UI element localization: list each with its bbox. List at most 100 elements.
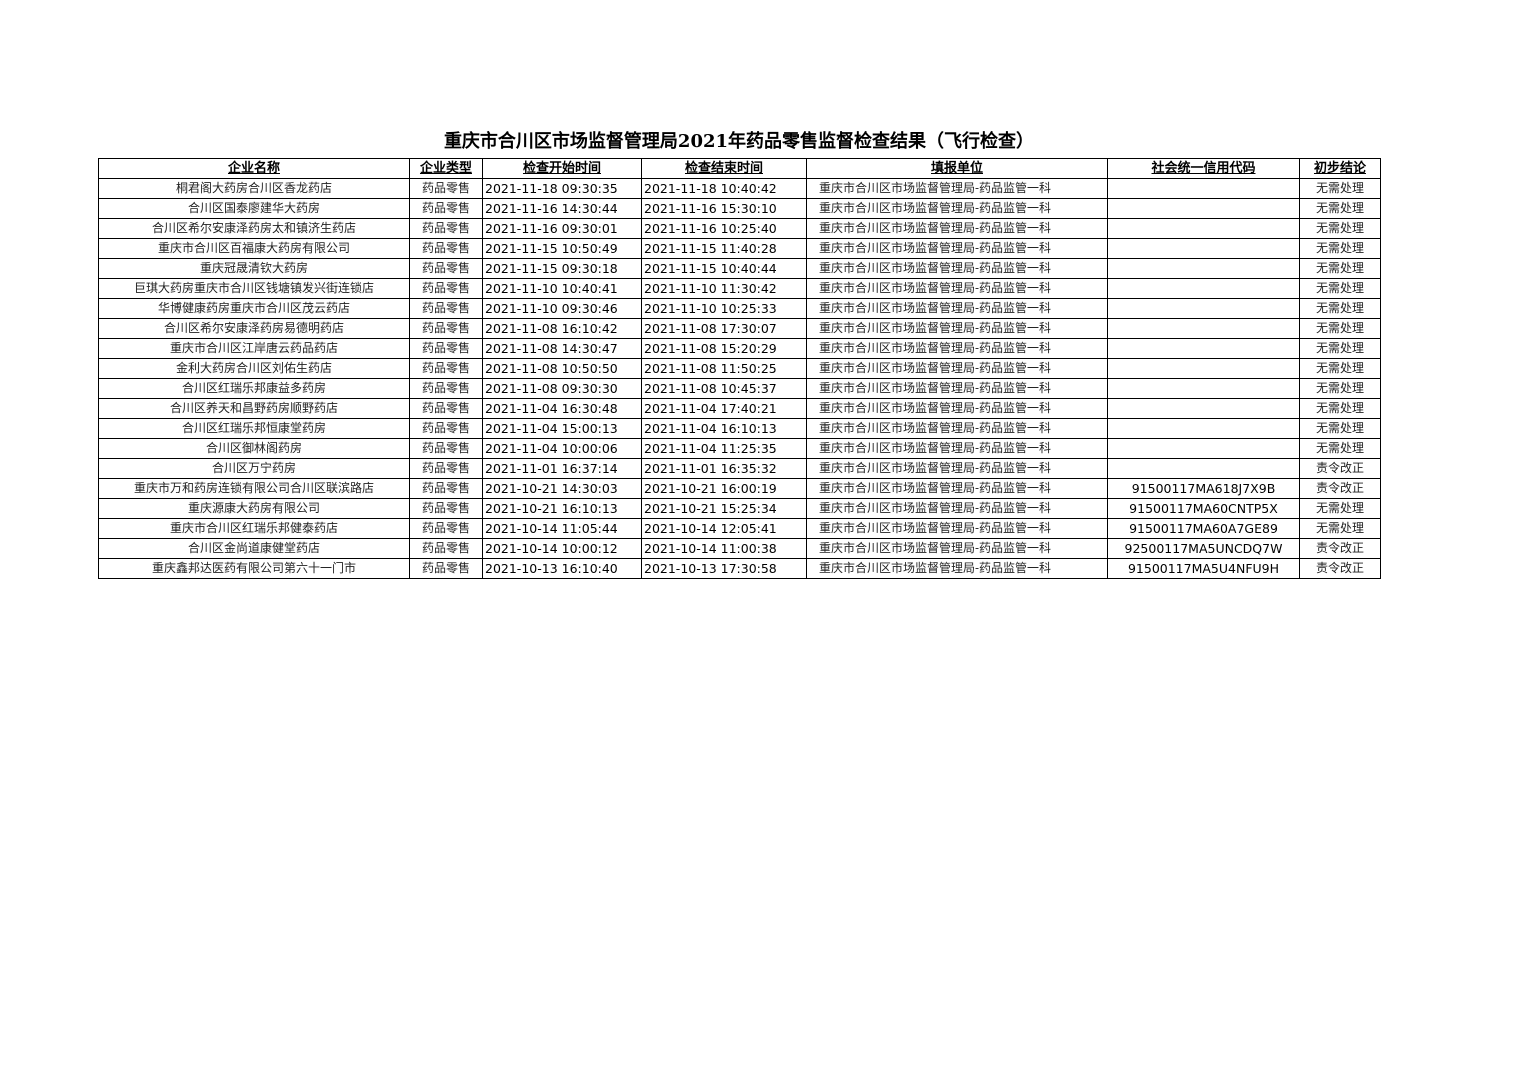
start-time-cell: 2021-11-08 10:50:50 [482, 358, 642, 379]
credit-code-cell [1107, 378, 1300, 399]
start-time-cell: 2021-11-16 09:30:01 [482, 218, 642, 239]
start-time-cell: 2021-11-18 09:30:35 [482, 178, 642, 199]
conclusion-cell: 责令改正 [1299, 478, 1381, 499]
end-time-cell: 2021-11-04 16:10:13 [641, 418, 807, 439]
conclusion-cell: 无需处理 [1299, 498, 1381, 519]
conclusion-cell: 无需处理 [1299, 178, 1381, 199]
company-name-cell: 合川区养天和昌野药房顺野药店 [98, 398, 410, 419]
credit-code-cell [1107, 258, 1300, 279]
company-type-cell: 药品零售 [409, 318, 483, 339]
company-name-cell: 合川区国泰廖建华大药房 [98, 198, 410, 219]
company-type-cell: 药品零售 [409, 418, 483, 439]
reporting-unit-cell: 重庆市合川区市场监督管理局-药品监管一科 [806, 338, 1108, 359]
end-time-cell: 2021-10-21 15:25:34 [641, 498, 807, 519]
company-name-cell: 重庆源康大药房有限公司 [98, 498, 410, 519]
company-name-cell: 合川区希尔安康泽药房太和镇济生药店 [98, 218, 410, 239]
conclusion-cell: 无需处理 [1299, 238, 1381, 259]
conclusion-cell: 责令改正 [1299, 558, 1381, 579]
reporting-unit-cell: 重庆市合川区市场监督管理局-药品监管一科 [806, 518, 1108, 539]
credit-code-cell [1107, 338, 1300, 359]
end-time-cell: 2021-11-01 16:35:32 [641, 458, 807, 479]
end-time-cell: 2021-11-08 15:20:29 [641, 338, 807, 359]
company-name-cell: 合川区希尔安康泽药房易德明药店 [98, 318, 410, 339]
table-row: 桐君阁大药房合川区香龙药店 药品零售 2021-11-18 09:30:35 2021… [98, 178, 1381, 199]
end-time-cell: 2021-10-14 11:00:38 [641, 538, 807, 559]
inspection-results-table: 企业名称 企业类型 检查开始时间 检查结束时间 填报单位 社会统一信用代码 初步… [98, 158, 1381, 579]
table-row: 重庆鑫邦达医药有限公司第六十一门市 药品零售 2021-10-13 16:10:40… [98, 558, 1381, 579]
header-row: 企业名称 企业类型 检查开始时间 检查结束时间 填报单位 社会统一信用代码 初步… [98, 158, 1381, 179]
company-type-cell: 药品零售 [409, 558, 483, 579]
start-time-cell: 2021-11-04 16:30:48 [482, 398, 642, 419]
company-type-cell: 药品零售 [409, 218, 483, 239]
company-name-cell: 重庆市合川区百福康大药房有限公司 [98, 238, 410, 259]
conclusion-cell: 无需处理 [1299, 518, 1381, 539]
table-row: 合川区希尔安康泽药房太和镇济生药店 药品零售 2021-11-16 09:30:01… [98, 218, 1381, 239]
end-time-cell: 2021-11-16 15:30:10 [641, 198, 807, 219]
credit-code-cell [1107, 298, 1300, 319]
company-type-cell: 药品零售 [409, 338, 483, 359]
header-end-time: 检查结束时间 [641, 158, 807, 179]
company-name-cell: 重庆鑫邦达医药有限公司第六十一门市 [98, 558, 410, 579]
credit-code-cell [1107, 418, 1300, 439]
reporting-unit-cell: 重庆市合川区市场监督管理局-药品监管一科 [806, 418, 1108, 439]
table-row: 华博健康药房重庆市合川区茂云药店 药品零售 2021-11-10 09:30:46 2… [98, 298, 1381, 319]
reporting-unit-cell: 重庆市合川区市场监督管理局-药品监管一科 [806, 478, 1108, 499]
end-time-cell: 2021-11-08 10:45:37 [641, 378, 807, 399]
end-time-cell: 2021-11-10 10:25:33 [641, 298, 807, 319]
end-time-cell: 2021-11-18 10:40:42 [641, 178, 807, 199]
table-row: 合川区万宁药房 药品零售 2021-11-01 16:37:14 2021-11-01… [98, 458, 1381, 479]
company-type-cell: 药品零售 [409, 398, 483, 419]
company-type-cell: 药品零售 [409, 498, 483, 519]
conclusion-cell: 无需处理 [1299, 338, 1381, 359]
table-row: 重庆冠晟清钦大药房 药品零售 2021-11-15 09:30:18 2021-11-… [98, 258, 1381, 279]
company-name-cell: 合川区万宁药房 [98, 458, 410, 479]
reporting-unit-cell: 重庆市合川区市场监督管理局-药品监管一科 [806, 318, 1108, 339]
start-time-cell: 2021-11-15 09:30:18 [482, 258, 642, 279]
reporting-unit-cell: 重庆市合川区市场监督管理局-药品监管一科 [806, 398, 1108, 419]
start-time-cell: 2021-11-10 09:30:46 [482, 298, 642, 319]
company-type-cell: 药品零售 [409, 258, 483, 279]
conclusion-cell: 无需处理 [1299, 418, 1381, 439]
conclusion-cell: 无需处理 [1299, 318, 1381, 339]
table-row: 合川区希尔安康泽药房易德明药店 药品零售 2021-11-08 16:10:42 20… [98, 318, 1381, 339]
company-name-cell: 桐君阁大药房合川区香龙药店 [98, 178, 410, 199]
start-time-cell: 2021-11-04 15:00:13 [482, 418, 642, 439]
credit-code-cell: 91500117MA60CNTP5X [1107, 498, 1300, 519]
company-name-cell: 合川区御林阁药房 [98, 438, 410, 459]
credit-code-cell [1107, 218, 1300, 239]
table-row: 合川区养天和昌野药房顺野药店 药品零售 2021-11-04 16:30:48 202… [98, 398, 1381, 419]
table-row: 合川区金尚道康健堂药店 药品零售 2021-10-14 10:00:12 2021-1… [98, 538, 1381, 559]
credit-code-cell [1107, 318, 1300, 339]
start-time-cell: 2021-10-21 16:10:13 [482, 498, 642, 519]
conclusion-cell: 无需处理 [1299, 198, 1381, 219]
table-row: 重庆市合川区江岸唐云药品药店 药品零售 2021-11-08 14:30:47 202… [98, 338, 1381, 359]
credit-code-cell: 92500117MA5UNCDQ7W [1107, 538, 1300, 559]
reporting-unit-cell: 重庆市合川区市场监督管理局-药品监管一科 [806, 278, 1108, 299]
conclusion-cell: 无需处理 [1299, 278, 1381, 299]
start-time-cell: 2021-10-14 11:05:44 [482, 518, 642, 539]
end-time-cell: 2021-10-21 16:00:19 [641, 478, 807, 499]
conclusion-cell: 无需处理 [1299, 298, 1381, 319]
reporting-unit-cell: 重庆市合川区市场监督管理局-药品监管一科 [806, 458, 1108, 479]
company-name-cell: 重庆冠晟清钦大药房 [98, 258, 410, 279]
credit-code-cell [1107, 278, 1300, 299]
credit-code-cell [1107, 458, 1300, 479]
start-time-cell: 2021-10-14 10:00:12 [482, 538, 642, 559]
header-credit-code: 社会统一信用代码 [1107, 158, 1300, 179]
end-time-cell: 2021-11-10 11:30:42 [641, 278, 807, 299]
end-time-cell: 2021-11-08 11:50:25 [641, 358, 807, 379]
credit-code-cell: 91500117MA618J7X9B [1107, 478, 1300, 499]
header-reporting-unit: 填报单位 [806, 158, 1108, 179]
company-type-cell: 药品零售 [409, 178, 483, 199]
company-type-cell: 药品零售 [409, 438, 483, 459]
reporting-unit-cell: 重庆市合川区市场监督管理局-药品监管一科 [806, 238, 1108, 259]
company-name-cell: 合川区红瑞乐邦康益多药房 [98, 378, 410, 399]
credit-code-cell [1107, 358, 1300, 379]
end-time-cell: 2021-10-14 12:05:41 [641, 518, 807, 539]
start-time-cell: 2021-11-10 10:40:41 [482, 278, 642, 299]
company-type-cell: 药品零售 [409, 538, 483, 559]
company-name-cell: 合川区红瑞乐邦恒康堂药房 [98, 418, 410, 439]
reporting-unit-cell: 重庆市合川区市场监督管理局-药品监管一科 [806, 378, 1108, 399]
table-row: 重庆市万和药房连锁有限公司合川区联滨路店 药品零售 2021-10-21 14:30… [98, 478, 1381, 499]
table-row: 重庆市合川区红瑞乐邦健泰药店 药品零售 2021-10-14 11:05:44 202… [98, 518, 1381, 539]
